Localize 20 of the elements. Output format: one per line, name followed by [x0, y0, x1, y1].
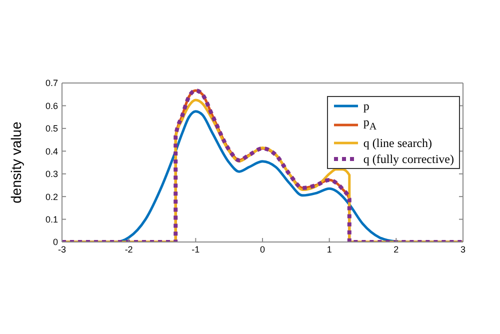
x-tick-label: -3 — [58, 244, 66, 254]
y-tick-label: 0.4 — [45, 146, 58, 156]
legend-label: p — [363, 98, 370, 114]
x-tick-label: 1 — [326, 244, 332, 254]
y-tick-label: 0 — [52, 237, 58, 248]
y-tick-label: 0.2 — [45, 192, 58, 202]
x-tick-label: -1 — [192, 244, 200, 254]
y-tick-label: 0.5 — [45, 124, 58, 134]
legend-label: p$_{A}$ — [363, 114, 377, 134]
y-tick-label: 0.1 — [45, 214, 58, 224]
legend-label: q (fully corrective) — [363, 151, 454, 168]
x-tick-label: 3 — [460, 244, 466, 254]
y-tick-label: 0.6 — [45, 100, 58, 111]
x-tick-label: 2 — [394, 244, 399, 254]
y-axis-title: density value — [8, 121, 24, 204]
y-tick-label: 0.7 — [45, 78, 58, 88]
y-tick-label: 0.3 — [45, 169, 58, 180]
x-tick-label: -2 — [124, 244, 133, 254]
x-tick-label: 0 — [260, 244, 266, 254]
legend-label: q (line search) — [363, 135, 432, 152]
